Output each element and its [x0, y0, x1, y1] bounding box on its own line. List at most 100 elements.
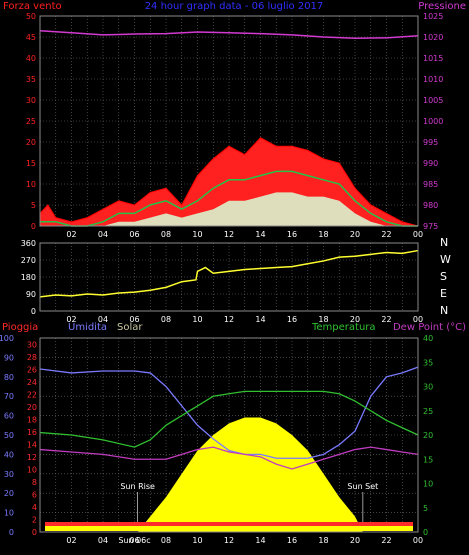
climate-x-tick: 14 — [255, 536, 265, 545]
wind-x-tick: 06 — [129, 230, 139, 239]
direction-x-tick: 22 — [381, 315, 391, 324]
temperature-y-tick: 10 — [423, 480, 433, 489]
climate-panel: Pioggia Umidita Solar Temperatura Dew Po… — [0, 322, 466, 545]
direction-x-tick: 18 — [318, 315, 328, 324]
compass-label: N — [440, 236, 448, 249]
temperature-axis-label: Temperatura — [311, 322, 376, 333]
wind-x-tick: 14 — [255, 230, 265, 239]
solar-axis-label: Solar — [117, 322, 143, 333]
pressure-y-tick: 1020 — [423, 33, 443, 42]
humidity-y-tick: 50 — [4, 431, 14, 440]
wind-x-tick: 12 — [224, 230, 234, 239]
climate-x-tick: 20 — [350, 536, 360, 545]
compass-label: N — [440, 304, 448, 317]
humidity-y-tick: 0 — [9, 528, 14, 537]
wind-y-tick: 35 — [26, 75, 36, 84]
wind-y-tick: 45 — [26, 33, 36, 42]
wind-x-tick: 22 — [381, 230, 391, 239]
wind-y-tick: 20 — [26, 138, 36, 147]
sunset-label: Sun Set — [347, 482, 378, 491]
rain-y-tick: 2 — [32, 515, 37, 524]
direction-y-tick: 270 — [21, 256, 36, 265]
pressure-y-tick: 1000 — [423, 117, 443, 126]
pressure-y-tick: 1015 — [423, 54, 443, 63]
wind-direction-series — [39, 249, 419, 298]
rain-y-tick: 16 — [27, 428, 37, 437]
temperature-y-tick: 35 — [423, 358, 433, 367]
compass-label: W — [440, 253, 451, 266]
dewpoint-axis-label: Dew Point (°C) — [393, 322, 466, 333]
temperature-y-tick: 5 — [423, 504, 428, 513]
climate-x-tick: 06 — [129, 536, 139, 545]
climate-x-tick: 04 — [98, 536, 108, 545]
rain-series — [45, 522, 413, 526]
direction-frame — [39, 242, 419, 312]
humidity-series — [39, 366, 419, 459]
climate-x-tick: 12 — [224, 536, 234, 545]
rain-y-tick: 24 — [27, 378, 37, 387]
pressure-y-tick: 985 — [423, 180, 438, 189]
rain-y-tick: 30 — [27, 340, 37, 349]
sunrise-label: Sun Rise — [120, 482, 155, 491]
pressure-series — [39, 29, 419, 40]
humidity-y-tick: 80 — [4, 373, 14, 382]
rain-y-tick: 0 — [32, 528, 37, 537]
wind-y-tick: 50 — [26, 12, 36, 21]
solar-baseline — [45, 526, 413, 531]
climate-x-tick: 10 — [192, 536, 202, 545]
climate-x-tick: 22 — [381, 536, 391, 545]
wind-x-tick: 20 — [350, 230, 360, 239]
wind-x-tick: 02 — [66, 230, 76, 239]
climate-x-tick: 08 — [161, 536, 171, 545]
wind-y-tick: 25 — [26, 117, 36, 126]
rain-y-tick: 8 — [32, 478, 37, 487]
climate-x-tick: 16 — [287, 536, 297, 545]
rain-y-tick: 10 — [27, 465, 37, 474]
direction-x-tick: 16 — [287, 315, 297, 324]
direction-x-tick: 02 — [66, 315, 76, 324]
rain-y-tick: 14 — [27, 440, 37, 449]
wind-average-series — [40, 170, 418, 227]
direction-x-tick: 14 — [255, 315, 265, 324]
temperature-y-tick: 40 — [423, 334, 433, 343]
direction-y-tick: 360 — [21, 239, 36, 248]
direction-x-tick: 20 — [350, 315, 360, 324]
direction-x-tick: 06 — [129, 315, 139, 324]
pressure-y-tick: 1005 — [423, 96, 443, 105]
wind-y-tick: 5 — [31, 201, 36, 210]
wind-y-tick: 0 — [31, 222, 36, 231]
wind-x-tick: 16 — [287, 230, 297, 239]
pressure-axis-label: Pressione — [418, 1, 466, 12]
direction-x-tick: 00 — [413, 315, 423, 324]
humidity-y-tick: 10 — [4, 509, 14, 518]
wind-x-tick: 00 — [413, 230, 423, 239]
compass-label: E — [440, 287, 447, 300]
temperature-y-tick: 20 — [423, 431, 433, 440]
rain-y-tick: 22 — [27, 390, 37, 399]
wind-x-tick: 08 — [161, 230, 171, 239]
wind-y-tick: 10 — [26, 180, 36, 189]
humidity-y-tick: 100 — [0, 334, 14, 343]
wind-panel: Forza vento 24 hour graph data - 06 lugl… — [3, 1, 466, 239]
wind-frame — [39, 15, 419, 227]
wind-axis-label: Forza vento — [3, 1, 62, 12]
solar-series — [137, 417, 363, 532]
pressure-y-tick: 1025 — [423, 12, 443, 21]
temperature-y-tick: 0 — [423, 528, 428, 537]
temperature-y-tick: 30 — [423, 383, 433, 392]
wind-x-tick: 04 — [98, 230, 108, 239]
humidity-y-tick: 30 — [4, 470, 14, 479]
direction-y-tick: 180 — [21, 273, 36, 282]
humidity-y-tick: 60 — [4, 412, 14, 421]
wind-y-tick: 30 — [26, 96, 36, 105]
pressure-y-tick: 975 — [423, 222, 438, 231]
humidity-y-tick: 40 — [4, 450, 14, 459]
pressure-y-tick: 980 — [423, 201, 438, 210]
temperature-series — [39, 390, 419, 448]
humidity-y-tick: 20 — [4, 489, 14, 498]
temperature-y-tick: 25 — [423, 407, 433, 416]
wind-x-tick: 10 — [192, 230, 202, 239]
direction-x-tick: 10 — [192, 315, 202, 324]
